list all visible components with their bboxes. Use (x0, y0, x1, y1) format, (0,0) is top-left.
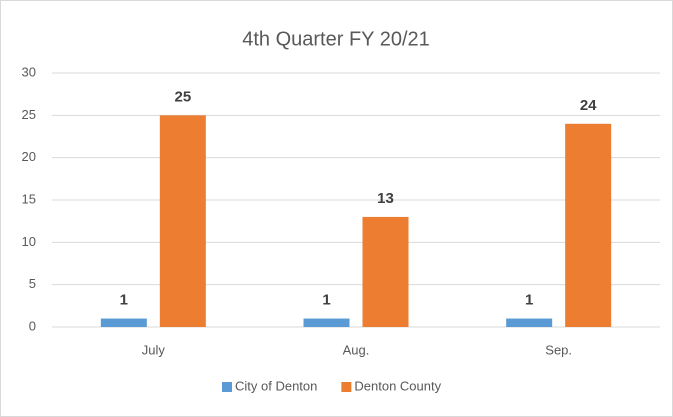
y-tick-label: 5 (29, 276, 36, 291)
legend-swatch (341, 382, 352, 392)
chart-title: 4th Quarter FY 20/21 (242, 28, 430, 50)
y-tick-label: 20 (22, 149, 36, 164)
data-label: 25 (174, 88, 191, 105)
y-tick-label: 25 (22, 107, 36, 122)
y-tick-label: 30 (22, 64, 36, 79)
legend-label: City of Denton (235, 378, 317, 393)
bar (100, 318, 147, 327)
y-tick-label: 15 (22, 191, 36, 206)
bar (159, 115, 206, 327)
y-tick-label: 0 (29, 318, 36, 333)
data-label: 13 (377, 190, 394, 207)
x-tick-label: Aug. (343, 342, 370, 357)
legend-swatch (222, 382, 232, 392)
legend-label: Denton County (354, 378, 441, 393)
bar (362, 216, 409, 327)
x-tick-label: July (142, 342, 166, 357)
bar (303, 318, 350, 327)
bar (506, 318, 553, 327)
data-label: 1 (120, 292, 128, 309)
data-label: 1 (525, 292, 533, 309)
x-tick-label: Sep. (545, 342, 572, 357)
y-tick-label: 10 (22, 234, 36, 249)
bar (565, 123, 612, 327)
data-label: 1 (322, 292, 330, 309)
data-label: 24 (580, 97, 597, 114)
